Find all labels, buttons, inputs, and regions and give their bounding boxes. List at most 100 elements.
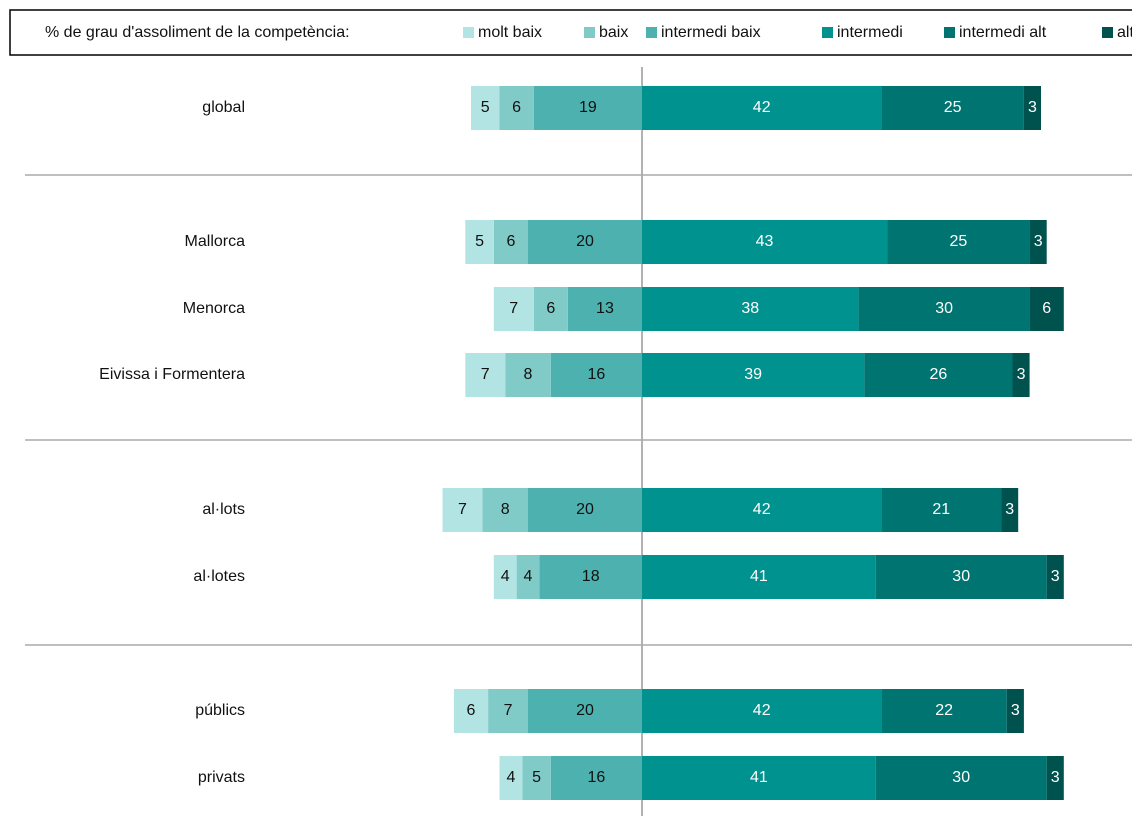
bar-segment: [533, 86, 642, 130]
bar-segment: [1029, 287, 1064, 331]
legend-swatch: [1102, 27, 1113, 38]
data-label: 18: [582, 568, 600, 585]
category-label: públics: [195, 702, 245, 719]
data-label: 42: [753, 702, 771, 719]
category-label: al·lots: [202, 501, 245, 518]
category-label: al·lotes: [193, 568, 245, 585]
data-label: 3: [1051, 568, 1060, 585]
data-label: 22: [935, 702, 953, 719]
bar-segment: [1001, 488, 1019, 532]
data-label: 6: [512, 99, 521, 116]
legend-label: intermedi: [837, 24, 903, 41]
category-label: global: [202, 99, 245, 116]
legend-swatch: [822, 27, 833, 38]
category-label: Menorca: [183, 300, 245, 317]
legend-swatch: [463, 27, 474, 38]
bar-segment: [881, 689, 1007, 733]
bar-segment: [875, 756, 1047, 800]
bar-segment: [864, 353, 1013, 397]
bar-segment: [488, 689, 528, 733]
bar-segment: [528, 689, 642, 733]
data-label: 6: [467, 702, 476, 719]
data-label: 3: [1034, 233, 1043, 250]
data-label: 41: [750, 568, 768, 585]
data-label: 8: [501, 501, 510, 518]
bar-segment: [465, 220, 494, 264]
bar-segment: [887, 220, 1030, 264]
bar-segment: [493, 555, 517, 599]
data-label: 16: [588, 769, 606, 786]
data-label: 4: [501, 568, 510, 585]
bar-segment: [881, 86, 1024, 130]
data-label: 20: [576, 233, 594, 250]
data-label: 16: [588, 366, 606, 383]
bar-segment: [642, 220, 888, 264]
data-label: 21: [932, 501, 950, 518]
bar-segment: [482, 488, 528, 532]
data-label: 6: [546, 300, 555, 317]
data-label: 3: [1017, 366, 1026, 383]
bar-segment: [493, 287, 534, 331]
bar-segment: [642, 86, 882, 130]
data-label: 8: [524, 366, 533, 383]
bar-segment: [550, 756, 642, 800]
data-label: 7: [504, 702, 513, 719]
bar-segment: [539, 555, 642, 599]
bar-segment: [642, 488, 882, 532]
category-label: Mallorca: [185, 233, 246, 250]
bar-segment: [522, 756, 551, 800]
data-label: 30: [952, 568, 970, 585]
bar-segment: [642, 555, 876, 599]
bar-segment: [1046, 756, 1064, 800]
data-label: 3: [1005, 501, 1014, 518]
bar-segment: [881, 488, 1002, 532]
bar-segment: [642, 287, 859, 331]
legend-label: alt: [1117, 24, 1132, 41]
data-label: 7: [458, 501, 467, 518]
data-label: 20: [576, 501, 594, 518]
bar-segment: [567, 287, 642, 331]
data-label: 4: [506, 769, 515, 786]
data-label: 19: [579, 99, 597, 116]
category-label: privats: [198, 769, 245, 786]
bar-segment: [471, 86, 500, 130]
legend-label: molt baix: [478, 24, 542, 41]
bar-segment: [642, 689, 882, 733]
data-label: 20: [576, 702, 594, 719]
bar-segment: [453, 689, 489, 733]
data-label: 13: [596, 300, 614, 317]
legend-label: intermedi alt: [959, 24, 1047, 41]
data-label: 3: [1028, 99, 1037, 116]
bar-segment: [528, 488, 642, 532]
data-label: 25: [944, 99, 962, 116]
data-label: 39: [744, 366, 762, 383]
data-label: 5: [481, 99, 490, 116]
data-label: 5: [475, 233, 484, 250]
data-label: 3: [1051, 769, 1060, 786]
bar-segment: [499, 86, 534, 130]
data-label: 30: [952, 769, 970, 786]
data-label: 41: [750, 769, 768, 786]
bar-segment: [528, 220, 642, 264]
bar-segment: [516, 555, 540, 599]
data-label: 38: [741, 300, 759, 317]
legend-swatch: [944, 27, 955, 38]
bar-segment: [1023, 86, 1041, 130]
legend-swatch: [584, 27, 595, 38]
bar-segment: [1012, 353, 1030, 397]
data-label: 42: [753, 501, 771, 518]
data-label: 25: [949, 233, 967, 250]
bar-segment: [1006, 689, 1024, 733]
bar-segment: [1029, 220, 1047, 264]
data-label: 42: [753, 99, 771, 116]
legend-label: baix: [599, 24, 628, 41]
bar-segment: [550, 353, 642, 397]
data-label: 30: [935, 300, 953, 317]
category-label: Eivissa i Formentera: [99, 366, 245, 383]
bar-segment: [493, 220, 528, 264]
data-label: 5: [532, 769, 541, 786]
legend-title: % de grau d'assoliment de la competència…: [45, 24, 350, 41]
bar-segment: [875, 555, 1047, 599]
data-label: 26: [930, 366, 948, 383]
